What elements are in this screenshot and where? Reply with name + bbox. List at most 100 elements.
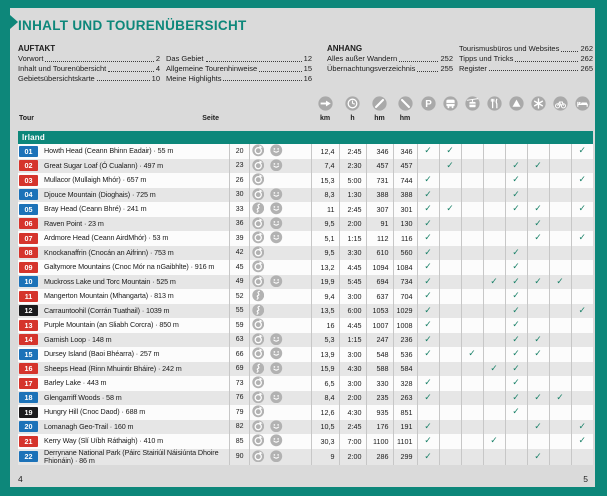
unit-label-hm-up: hm bbox=[374, 115, 385, 122]
check-bus bbox=[438, 376, 461, 391]
check-mark: ✓ bbox=[424, 262, 432, 273]
check-sight bbox=[526, 245, 549, 260]
tour-descent: 560 bbox=[392, 245, 417, 260]
check-bed: ✓ bbox=[570, 419, 593, 434]
sight-asterisk-icon bbox=[530, 95, 546, 111]
tour-name: Kerry Way (Slí Uíbh Ráthaigh) · 410 m bbox=[44, 436, 164, 446]
check-cable-car bbox=[460, 187, 483, 202]
check-parking bbox=[416, 405, 439, 420]
check-mark: ✓ bbox=[490, 436, 498, 447]
check-mark: ✓ bbox=[556, 392, 564, 403]
toc-entry-label: Register bbox=[459, 63, 487, 73]
tour-name: Derrynane National Park (Páirc Stairiúil… bbox=[44, 448, 219, 465]
check-cable-car bbox=[460, 202, 483, 217]
check-mark: ✓ bbox=[512, 247, 520, 258]
check-mark: ✓ bbox=[424, 378, 432, 389]
check-bed: ✓ bbox=[570, 303, 593, 318]
check-summit: ✓ bbox=[504, 202, 527, 217]
toc-anhang-col2: Tourismusbüros und Websites 262 Tipps und… bbox=[459, 44, 593, 74]
check-bed: ✓ bbox=[570, 434, 593, 449]
check-bike bbox=[548, 202, 571, 217]
check-bus bbox=[438, 187, 461, 202]
tour-name: Carrauntoohil (Corrán Tuathail) · 1039 m bbox=[44, 305, 170, 315]
loop-route-icon bbox=[248, 231, 266, 246]
toc-anhang-heading: ANHANG bbox=[327, 44, 363, 53]
check-summit: ✓ bbox=[504, 332, 527, 347]
toc-entry-page: 15 bbox=[303, 63, 312, 73]
check-mark: ✓ bbox=[424, 436, 432, 447]
tour-page: 39 bbox=[228, 231, 249, 246]
tour-number-badge: 13 bbox=[19, 319, 38, 331]
tour-descent: 704 bbox=[392, 289, 417, 304]
check-mark: ✓ bbox=[534, 349, 542, 360]
tour-duration: 7:00 bbox=[338, 434, 366, 449]
check-parking: ✓ bbox=[416, 434, 439, 449]
check-summit: ✓ bbox=[504, 274, 527, 289]
duration-clock-icon bbox=[345, 95, 360, 111]
tour-overview-table: P Tour Seite km h hm bbox=[18, 94, 593, 466]
toc-entry-label: Vorwort bbox=[18, 54, 44, 63]
toc-entry-page: 262 bbox=[580, 44, 593, 53]
tour-ascent: 388 bbox=[365, 187, 393, 202]
loop-route-icon bbox=[248, 419, 266, 434]
tour-number-badge: 06 bbox=[19, 218, 38, 230]
tour-page: 90 bbox=[228, 448, 249, 466]
column-header-tour: Tour bbox=[19, 115, 35, 122]
check-bed bbox=[570, 187, 593, 202]
check-cable-car bbox=[460, 419, 483, 434]
check-sight bbox=[526, 303, 549, 318]
check-cable-car bbox=[460, 231, 483, 246]
family-icon-empty bbox=[266, 318, 287, 333]
toc-entry-label: Alles außer Wandern bbox=[327, 54, 398, 63]
check-mark: ✓ bbox=[556, 276, 564, 287]
family-icon-empty bbox=[266, 246, 287, 261]
tour-number-badge: 22 bbox=[19, 451, 38, 463]
tour-name: Glengarriff Woods · 58 m bbox=[44, 392, 122, 402]
dot-leader bbox=[108, 70, 154, 72]
tour-number-badge: 03 bbox=[19, 174, 38, 186]
check-mark: ✓ bbox=[490, 363, 498, 374]
tour-duration: 4:30 bbox=[338, 405, 366, 420]
smiley-icon bbox=[266, 361, 287, 377]
tour-ascent: 235 bbox=[365, 390, 393, 405]
check-bed bbox=[570, 158, 593, 173]
tour-number-badge: 19 bbox=[19, 406, 38, 418]
tour-ascent: 731 bbox=[365, 173, 393, 188]
tour-number-badge: 05 bbox=[19, 203, 38, 215]
check-sight: ✓ bbox=[526, 448, 549, 466]
tour-ascent: 91 bbox=[365, 216, 393, 231]
tour-descent: 1008 bbox=[392, 318, 417, 333]
check-cable-car bbox=[460, 216, 483, 231]
tour-duration: 4:45 bbox=[338, 318, 366, 333]
tour-duration: 1:15 bbox=[338, 231, 366, 246]
tour-name: Garnish Loop · 148 m bbox=[44, 334, 112, 344]
check-cable-car bbox=[460, 289, 483, 304]
footer-page-number-right: 5 bbox=[583, 474, 588, 484]
restaurant-icon bbox=[486, 95, 502, 111]
tour-row: 18 Glengarriff Woods · 58 m 76 8,4 2:00 235 26… bbox=[18, 390, 593, 405]
tour-descent: 346 bbox=[392, 144, 417, 159]
smiley-icon bbox=[266, 332, 287, 348]
toc-entry: Gebietsübersichtskarte 10 bbox=[18, 74, 160, 84]
check-parking: ✓ bbox=[416, 144, 439, 159]
check-mark: ✓ bbox=[512, 363, 520, 374]
check-parking: ✓ bbox=[416, 390, 439, 405]
check-mark: ✓ bbox=[512, 392, 520, 403]
check-bus bbox=[438, 303, 461, 318]
tour-ascent: 935 bbox=[365, 405, 393, 420]
check-bus bbox=[438, 318, 461, 333]
toc-entry: Tipps und Tricks 262 bbox=[459, 54, 593, 64]
tour-ascent: 694 bbox=[365, 274, 393, 289]
tour-page: 45 bbox=[228, 260, 249, 275]
check-mark: ✓ bbox=[534, 160, 542, 171]
dot-leader bbox=[223, 80, 302, 82]
tour-ascent: 112 bbox=[365, 231, 393, 246]
check-parking: ✓ bbox=[416, 173, 439, 188]
check-sight bbox=[526, 173, 549, 188]
check-mark: ✓ bbox=[512, 320, 520, 331]
loop-route-icon bbox=[248, 318, 266, 333]
check-mark: ✓ bbox=[424, 291, 432, 302]
check-summit: ✓ bbox=[504, 347, 527, 362]
check-sight: ✓ bbox=[526, 216, 549, 231]
